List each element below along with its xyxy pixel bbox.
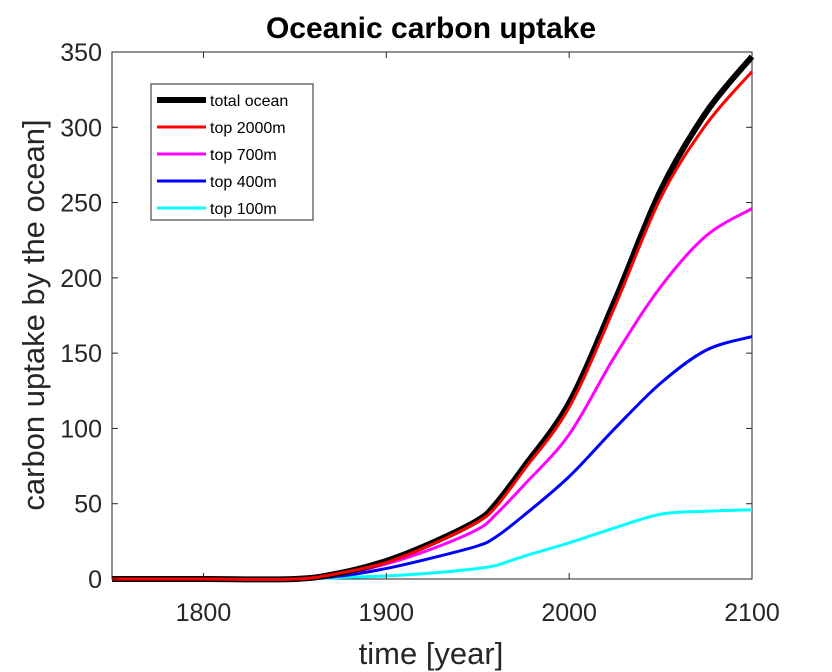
- legend-label: top 400m: [210, 174, 277, 191]
- legend-label: total ocean: [210, 93, 288, 110]
- x-tick-label: 1900: [358, 599, 414, 627]
- y-tick-label: 300: [60, 114, 102, 142]
- legend-box: [150, 83, 314, 221]
- legend-label: top 2000m: [210, 120, 286, 137]
- plot-area: [111, 51, 753, 580]
- chart-title: Oceanic carbon uptake: [266, 12, 596, 45]
- y-tick-label: 150: [60, 340, 102, 368]
- x-axis-label: time [year]: [359, 636, 504, 671]
- y-tick-label: 0: [88, 566, 102, 594]
- x-tick-label: 2100: [724, 599, 780, 627]
- y-tick-label: 100: [60, 415, 102, 443]
- y-axis-label: carbon uptake by the ocean]: [16, 119, 51, 510]
- series-line-top-700m: [112, 207, 753, 581]
- legend-label: top 100m: [210, 201, 277, 218]
- y-tick-label: 250: [60, 190, 102, 218]
- x-tick-label: 2000: [541, 599, 597, 627]
- legend-label: top 700m: [210, 147, 277, 164]
- y-tick-label: 200: [60, 265, 102, 293]
- series-line-top-2000m: [112, 70, 754, 581]
- legend: total ocean top 2000m top 700m top 400m top …: [150, 83, 314, 221]
- series-layer: [112, 54, 755, 583]
- x-tick-label: 1800: [176, 599, 232, 627]
- y-tick-label: 350: [60, 39, 102, 67]
- y-tick-label: 50: [74, 491, 102, 519]
- tick-layer: 1800 1900 2000 2100 0 50 100 150 200 250 300 350: [60, 39, 780, 627]
